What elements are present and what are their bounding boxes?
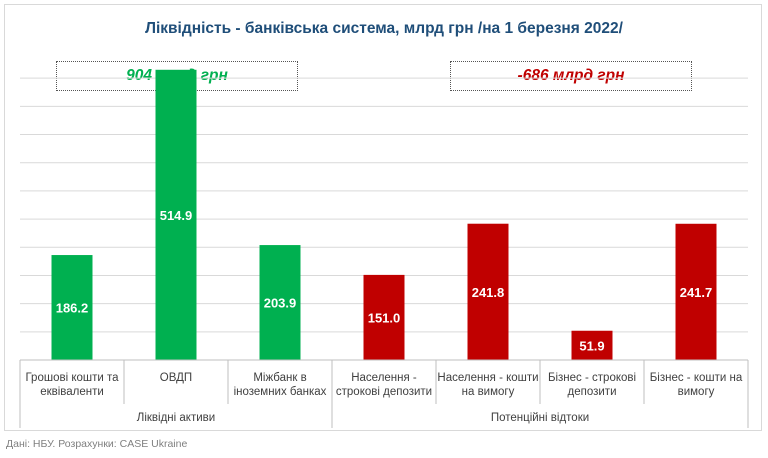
bar-value-label: 241.8 bbox=[472, 285, 505, 300]
summary-box-potential-outflows: -686 млрд грн bbox=[450, 61, 692, 91]
group-label: Ліквідні активи bbox=[137, 412, 215, 424]
bar-value-label: 514.9 bbox=[160, 208, 193, 223]
group-label: Потенційні відтоки bbox=[491, 412, 589, 424]
bar bbox=[259, 245, 301, 360]
category-label: Грошові кошти та еквіваленти bbox=[25, 372, 119, 398]
category-label: Бізнес - кошти на вимогу bbox=[650, 372, 743, 398]
source-note: Дані: НБУ. Розрахунки: CASE Ukraine bbox=[6, 438, 188, 450]
bar-value-label: 51.9 bbox=[579, 338, 604, 353]
bar-value-label: 186.2 bbox=[56, 301, 89, 316]
category-label: Міжбанк в іноземних банках bbox=[234, 372, 327, 398]
category-label: Бізнес - строкові депозити bbox=[548, 372, 636, 398]
bar bbox=[467, 223, 509, 360]
bar bbox=[363, 274, 405, 360]
category-label: Населення -строкові депозити bbox=[336, 372, 432, 398]
bar-value-label: 151.0 bbox=[368, 310, 401, 325]
chart-title: Ліквідність - банківська система, млрд г… bbox=[145, 20, 623, 37]
bar bbox=[675, 223, 717, 360]
bar-value-label: 241.7 bbox=[680, 285, 713, 300]
bar-value-label: 203.9 bbox=[264, 296, 297, 311]
category-label: ОВДП bbox=[160, 372, 192, 384]
bar bbox=[51, 255, 93, 360]
category-label: Населення - кошти на вимогу bbox=[437, 372, 538, 398]
bar bbox=[155, 69, 197, 361]
bar bbox=[571, 330, 613, 360]
